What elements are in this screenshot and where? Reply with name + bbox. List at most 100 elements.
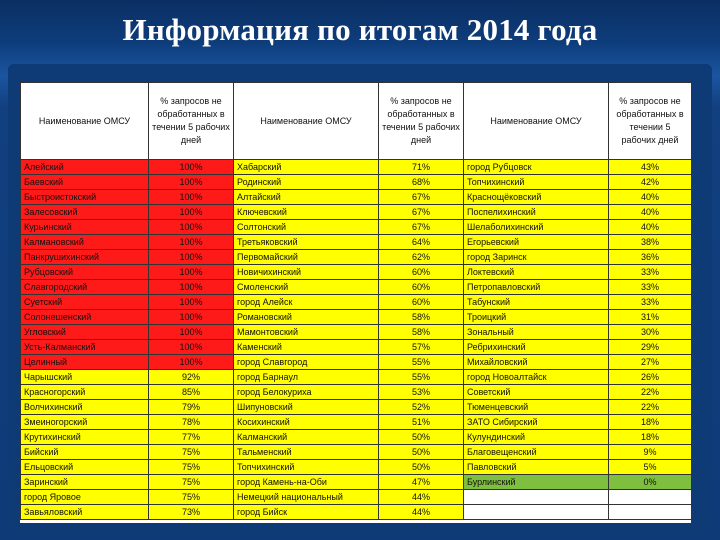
percent-cell: 33% [608,264,692,280]
omsu-name-cell: Бийский [20,444,149,460]
percent-cell: 75% [148,444,234,460]
percent-cell: 22% [608,399,692,415]
omsu-name-cell: Заринский [20,474,149,490]
percent-cell: 62% [378,249,464,265]
omsu-name-cell: Михайловский [463,354,609,370]
omsu-name-cell: город Яровое [20,489,149,505]
omsu-name-cell: Петропавловский [463,279,609,295]
table-row: Залесовский 100% Ключевский 67% Поспелихинск… [20,204,692,220]
percent-cell: 100% [148,294,234,310]
table-row: Быстроистокский 100% Алтайский 67% Краснощёк… [20,189,692,205]
percent-cell [608,504,692,520]
header-name-3: Наименование ОМСУ [463,82,609,160]
percent-cell: 27% [608,354,692,370]
percent-cell: 42% [608,174,692,190]
omsu-name-cell: Усть-Калманский [20,339,149,355]
percent-cell: 67% [378,204,464,220]
percent-cell: 100% [148,354,234,370]
percent-cell: 57% [378,339,464,355]
table-row: Славгородский 100% Смоленский 60% Петропавло… [20,279,692,295]
table-row: Заринский 75% город Камень-на-Оби 47% Бурлин… [20,474,692,490]
percent-cell: 55% [378,354,464,370]
omsu-name-cell: Третьяковский [233,234,379,250]
table-row: Усть-Калманский 100% Каменский 57% Ребрихинс… [20,339,692,355]
percent-cell: 30% [608,324,692,340]
header-pct-1: % запросов не обработанных в течении 5 р… [148,82,234,160]
header-pct-2: % запросов не обработанных в течении 5 р… [378,82,464,160]
omsu-name-cell: Егорьевский [463,234,609,250]
omsu-name-cell: Тюменцевский [463,399,609,415]
omsu-name-cell: Мамонтовский [233,324,379,340]
omsu-name-cell: Зональный [463,324,609,340]
percent-cell: 43% [608,159,692,175]
percent-cell: 100% [148,324,234,340]
percent-cell: 9% [608,444,692,460]
omsu-name-cell: Курьинский [20,219,149,235]
percent-cell: 0% [608,474,692,490]
percent-cell: 44% [378,504,464,520]
table-row: Алейский 100% Хабарский 71% город Рубцовск 43… [20,159,692,175]
omsu-name-cell: Рубцовский [20,264,149,280]
omsu-name-cell: Целинный [20,354,149,370]
omsu-name-cell: Шелаболихинский [463,219,609,235]
table-body: Алейский 100% Хабарский 71% город Рубцовск 43… [20,159,692,520]
percent-cell: 5% [608,459,692,475]
table-row: город Яровое 75% Немецкий национальный 44% [20,489,692,505]
table-row: Крутихинский 77% Калманский 50% Кулундинский… [20,429,692,445]
header-name-1: Наименование ОМСУ [20,82,149,160]
omsu-name-cell: город Рубцовск [463,159,609,175]
table-row: Чарышский 92% город Барнаул 55% город Новоал… [20,369,692,385]
percent-cell: 100% [148,309,234,325]
percent-cell: 67% [378,219,464,235]
omsu-name-cell: Завьяловский [20,504,149,520]
header-pct-3: % запросов не обработанных в течении 5 р… [608,82,692,160]
percent-cell [608,489,692,505]
percent-cell: 53% [378,384,464,400]
percent-cell: 60% [378,279,464,295]
percent-cell: 100% [148,219,234,235]
omsu-name-cell: Кулундинский [463,429,609,445]
omsu-name-cell: Немецкий национальный [233,489,379,505]
omsu-name-cell: Быстроистокский [20,189,149,205]
table-row: Баевский 100% Родинский 68% Топчихинский 42% [20,174,692,190]
omsu-name-cell: Краснощёковский [463,189,609,205]
table-row: Рубцовский 100% Новичихинский 60% Локтевский… [20,264,692,280]
omsu-name-cell: Косихинский [233,414,379,430]
omsu-name-cell: город Камень-на-Оби [233,474,379,490]
percent-cell: 73% [148,504,234,520]
omsu-name-cell: город Алейск [233,294,379,310]
percent-cell: 100% [148,234,234,250]
percent-cell: 68% [378,174,464,190]
omsu-name-cell: Красногорский [20,384,149,400]
omsu-name-cell: Хабарский [233,159,379,175]
omsu-name-cell [463,489,609,505]
percent-cell: 100% [148,279,234,295]
omsu-name-cell: Первомайский [233,249,379,265]
percent-cell: 75% [148,474,234,490]
omsu-name-cell: Панкрушихинский [20,249,149,265]
percent-cell: 100% [148,189,234,205]
omsu-name-cell: Локтевский [463,264,609,280]
omsu-name-cell: Чарышский [20,369,149,385]
omsu-name-cell: Шипуновский [233,399,379,415]
percent-cell: 77% [148,429,234,445]
percent-cell: 31% [608,309,692,325]
percent-cell: 26% [608,369,692,385]
percent-cell: 47% [378,474,464,490]
table-row: Завьяловский 73% город Бийск 44% [20,504,692,520]
table-row: Целинный 100% город Славгород 55% Михайловск… [20,354,692,370]
omsu-name-cell: Новичихинский [233,264,379,280]
percent-cell: 100% [148,264,234,280]
omsu-name-cell: Солонешенский [20,309,149,325]
omsu-name-cell: Калмановский [20,234,149,250]
omsu-name-cell [463,504,609,520]
percent-cell: 33% [608,294,692,310]
omsu-name-cell: Павловский [463,459,609,475]
percent-cell: 40% [608,189,692,205]
percent-cell: 100% [148,174,234,190]
omsu-name-cell: город Заринск [463,249,609,265]
percent-cell: 75% [148,489,234,505]
percent-cell: 100% [148,249,234,265]
table-row: Змеиногорский 78% Косихинский 51% ЗАТО Сибир… [20,414,692,430]
omsu-name-cell: Баевский [20,174,149,190]
